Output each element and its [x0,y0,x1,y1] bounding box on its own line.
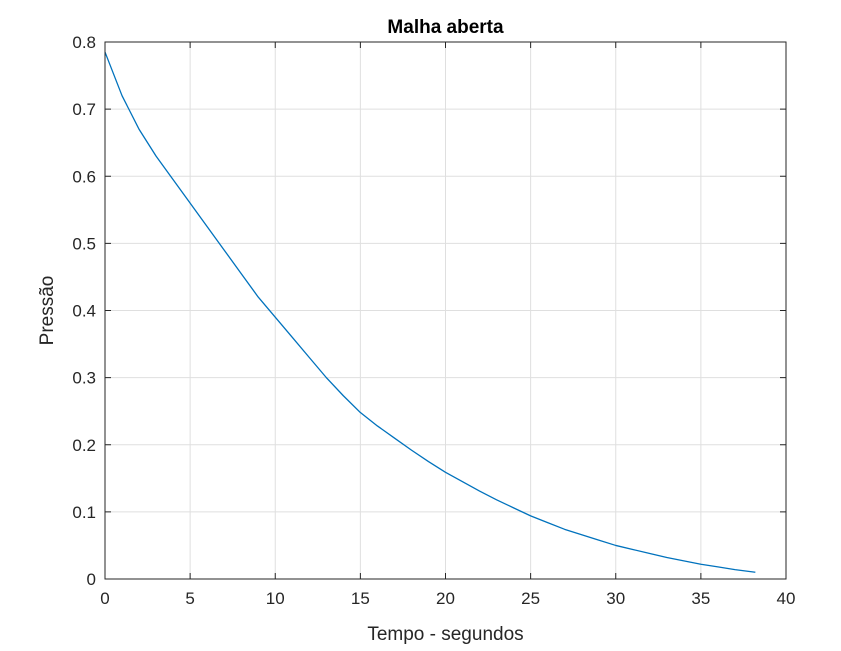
ticks: 0 5 10 15 20 25 30 35 40 0 0.1 0.2 0.3 0.4 0.5 0.6 0.7 0.… [72,33,795,608]
y-tick-label: 0.8 [72,33,96,52]
x-tick-label: 5 [185,589,194,608]
x-tick-label: 15 [351,589,370,608]
y-tick-label: 0.5 [72,234,96,253]
x-tick-label: 25 [521,589,540,608]
x-tick-label: 0 [100,589,109,608]
chart-title: Malha aberta [387,17,504,38]
x-tick-label: 35 [691,589,710,608]
y-tick-label: 0.1 [72,503,96,522]
y-tick-label: 0.6 [72,167,96,186]
y-axis-label: Pressão [37,276,58,346]
y-tick-label: 0.4 [72,302,96,321]
x-axis-label: Tempo - segundos [367,624,523,645]
x-tick-label: 10 [266,589,285,608]
y-tick-label: 0.7 [72,100,96,119]
series-line [104,51,756,573]
x-tick-label: 40 [777,589,796,608]
x-tick-label: 30 [606,589,625,608]
y-tick-label: 0.2 [72,436,96,455]
y-tick-label: 0.3 [72,369,96,388]
series-layer [104,51,756,573]
y-tick-label: 0 [87,570,96,589]
grid [105,42,786,579]
x-tick-label: 20 [436,589,455,608]
